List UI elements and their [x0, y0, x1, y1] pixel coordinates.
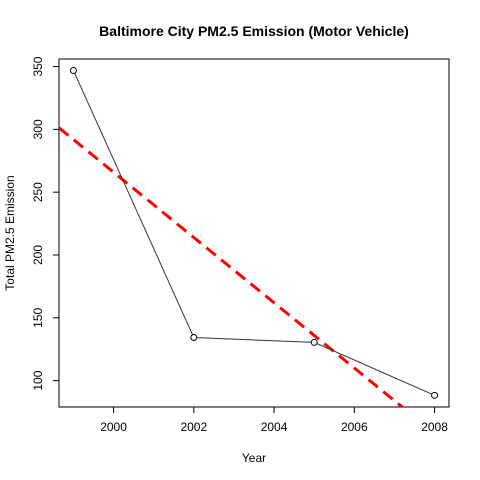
- y-tick-label: 150: [31, 307, 45, 327]
- y-tick-label: 200: [31, 245, 45, 265]
- trend-line: [59, 126, 405, 407]
- series-line: [72, 70, 435, 396]
- x-tick-label: 2002: [180, 420, 207, 434]
- plot-frame: [58, 58, 450, 408]
- y-axis-label: Total PM2.5 Emission: [3, 175, 17, 290]
- x-tick-label: 2000: [100, 420, 127, 434]
- y-tick-label: 100: [31, 370, 45, 390]
- x-tick-label: 2004: [261, 420, 288, 434]
- trend-line-group: [59, 126, 405, 407]
- data-point: [431, 391, 439, 399]
- data-point: [190, 334, 198, 342]
- y-axis: 100 150 200 250 300 350: [31, 56, 60, 391]
- y-tick-label: 250: [31, 182, 45, 202]
- y-tick-label: 350: [31, 56, 45, 76]
- series-group: [69, 67, 439, 399]
- x-axis: 2000 2002 2004 2006 2008: [100, 406, 448, 434]
- chart-title: Baltimore City PM2.5 Emission (Motor Veh…: [99, 23, 409, 39]
- x-tick-label: 2006: [341, 420, 368, 434]
- y-tick-label: 300: [31, 119, 45, 139]
- x-tick-label: 2008: [421, 420, 448, 434]
- data-point: [310, 338, 318, 346]
- data-point: [69, 67, 77, 75]
- x-axis-label: Year: [242, 451, 266, 465]
